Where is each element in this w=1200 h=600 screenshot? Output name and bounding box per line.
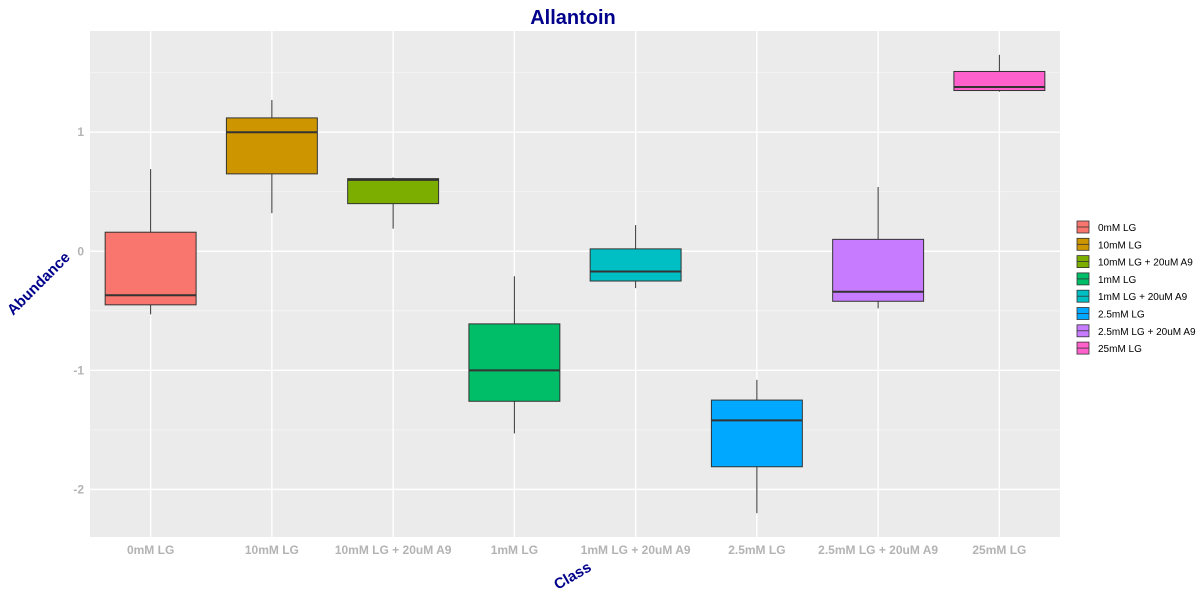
box-body <box>225 117 318 175</box>
y-tick-label-3: 1 <box>77 125 84 139</box>
box-1 <box>104 169 197 315</box>
legend-label: 1mM LG <box>1098 275 1137 286</box>
x-tick-label-5: 2.5mM LG <box>728 543 785 557</box>
legend-label: 1mM LG + 20uM A9 <box>1098 292 1188 303</box>
legend-item-1: 0mM LG <box>1076 220 1137 234</box>
box-4 <box>468 276 561 434</box>
legend-label: 0mM LG <box>1098 223 1137 234</box>
legend-item-6: 2.5mM LG <box>1076 307 1145 321</box>
x-tick-label-3: 1mM LG <box>491 543 538 557</box>
legend-label: 10mM LG + 20uM A9 <box>1098 258 1193 269</box>
box-5 <box>589 225 682 289</box>
legend-item-5: 1mM LG + 20uM A9 <box>1076 289 1188 303</box>
legend-item-2: 10mM LG <box>1076 237 1142 251</box>
box-7 <box>832 186 925 309</box>
box-body <box>468 323 561 402</box>
legend-label: 2.5mM LG + 20uM A9 <box>1098 327 1196 338</box>
chart-title: Allantoin <box>530 7 616 29</box>
x-tick-label-2: 10mM LG + 20uM A9 <box>335 543 452 557</box>
box-3 <box>347 177 440 229</box>
y-tick-labels: -2 -1 0 1 <box>73 125 84 496</box>
x-tick-labels: 0mM LG 10mM LG 10mM LG + 20uM A9 1mM LG 1mM … <box>127 543 1026 557</box>
x-tick-label-7: 25mM LG <box>972 543 1026 557</box>
legend: 0mM LG 10mM LG 10mM LG + 20uM A9 1mM LG 1mM … <box>1076 220 1196 355</box>
box-body <box>589 248 682 282</box>
y-tick-label-0: -2 <box>73 482 84 496</box>
y-tick-label-1: -1 <box>73 363 84 377</box>
y-axis-title: Abundance <box>4 249 74 319</box>
legend-item-3: 10mM LG + 20uM A9 <box>1076 255 1193 269</box>
x-axis-title: Class <box>551 559 594 594</box>
x-tick-label-0: 0mM LG <box>127 543 174 557</box>
box-2 <box>225 100 318 214</box>
legend-label: 2.5mM LG <box>1098 310 1145 321</box>
box-body <box>347 178 440 205</box>
box-8 <box>953 54 1046 92</box>
boxes <box>104 54 1046 514</box>
y-tick-label-2: 0 <box>77 244 84 258</box>
legend-label: 25mM LG <box>1098 344 1142 355</box>
x-tick-label-1: 10mM LG <box>245 543 299 557</box>
x-tick-label-6: 2.5mM LG + 20uM A9 <box>818 543 938 557</box>
legend-label: 10mM LG <box>1098 240 1142 251</box>
box-body <box>710 399 803 468</box>
legend-item-7: 2.5mM LG + 20uM A9 <box>1076 324 1196 338</box>
legend-item-4: 1mM LG <box>1076 272 1137 286</box>
x-tick-label-4: 1mM LG + 20uM A9 <box>581 543 691 557</box>
legend-item-8: 25mM LG <box>1076 341 1142 355</box>
box-body <box>104 231 197 306</box>
box-6 <box>710 379 803 514</box>
box-body <box>953 70 1046 92</box>
